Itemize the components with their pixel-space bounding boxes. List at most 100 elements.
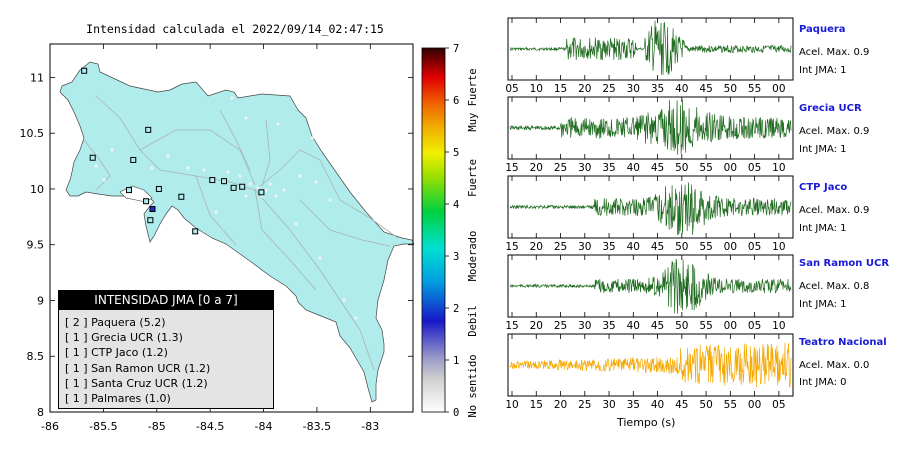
colorbar-tick-label: 1 bbox=[453, 355, 459, 367]
waveform-panel: 05 10 15 20 25 30 35 40 45 50 55 00 bbox=[505, 17, 794, 95]
legend-item: [ 1 ] Santa Cruz UCR (1.2) bbox=[65, 376, 208, 390]
time-tick-label: 15 bbox=[554, 83, 567, 95]
time-tick-label: 50 bbox=[724, 83, 737, 95]
time-tick-label: 05 bbox=[505, 83, 518, 95]
waveform-panel: 10 15 20 25 30 35 40 45 50 55 00 05 bbox=[505, 333, 794, 411]
time-tick-label: 05 bbox=[772, 399, 785, 411]
road-network bbox=[83, 95, 399, 371]
city-dot bbox=[328, 198, 332, 202]
legend-item: [ 1 ] San Ramon UCR (1.2) bbox=[65, 361, 211, 375]
time-tick-label: 25 bbox=[554, 320, 567, 332]
colorbar-tick-label: 4 bbox=[453, 199, 459, 211]
colorbar-tick-label: 2 bbox=[453, 303, 459, 315]
legend-item: [ 1 ] Palmares (1.0) bbox=[65, 392, 171, 406]
colorbar-label: Muy Fuerte bbox=[467, 68, 479, 131]
y-tick-label: 11 bbox=[30, 71, 44, 84]
road-line bbox=[299, 199, 391, 247]
map-border bbox=[49, 43, 414, 413]
city-dot bbox=[202, 168, 206, 172]
time-tick-label: 20 bbox=[578, 83, 591, 95]
station-name: CTP Jaco bbox=[799, 182, 848, 193]
time-tick-label: 55 bbox=[699, 162, 712, 174]
station-int: Int JMA: 1 bbox=[799, 299, 847, 310]
time-tick-label: 00 bbox=[748, 399, 761, 411]
time-tick-label: 25 bbox=[578, 399, 591, 411]
y-tick-label: 10.5 bbox=[20, 127, 45, 140]
waveform-trace bbox=[509, 99, 792, 155]
colorbar-label: Debil bbox=[467, 305, 479, 337]
time-tick-label: 50 bbox=[675, 241, 688, 253]
intensity-legend: INTENSIDAD JMA [0 a 7] [ 2 ] Paquera (5.… bbox=[58, 290, 274, 409]
station-acel: Acel. Max. 0.0 bbox=[799, 360, 870, 371]
city-dot bbox=[256, 186, 260, 190]
station-marker bbox=[209, 177, 216, 184]
station-name: Teatro Nacional bbox=[799, 337, 887, 348]
time-tick-label: 20 bbox=[530, 162, 543, 174]
time-tick-label: 35 bbox=[602, 162, 615, 174]
waveform-panel: 15 20 25 30 35 40 45 50 55 00 05 10 bbox=[505, 254, 794, 332]
time-tick-label: 15 bbox=[530, 399, 543, 411]
time-tick-label: 05 bbox=[748, 241, 761, 253]
road-line bbox=[261, 119, 271, 187]
road-line bbox=[254, 149, 399, 239]
city-dot bbox=[264, 188, 268, 192]
city-dot bbox=[110, 148, 114, 152]
time-tick-label: 25 bbox=[554, 241, 567, 253]
station-marker bbox=[147, 217, 154, 224]
time-tick-label: 40 bbox=[627, 241, 640, 253]
city-dot bbox=[214, 210, 218, 214]
colorbar bbox=[421, 47, 446, 413]
colorbar-label: Moderado bbox=[467, 231, 479, 282]
time-tick-label: 45 bbox=[651, 320, 664, 332]
time-tick-label: 35 bbox=[627, 399, 640, 411]
colorbar-label: No sentido bbox=[467, 354, 479, 417]
city-dot bbox=[244, 116, 248, 120]
city-dot bbox=[244, 194, 248, 198]
time-tick-label: 10 bbox=[772, 162, 785, 174]
station-marker bbox=[221, 178, 228, 185]
city-dot bbox=[248, 182, 252, 186]
road-line bbox=[95, 95, 256, 191]
time-tick-label: 05 bbox=[748, 162, 761, 174]
station-marker bbox=[81, 67, 88, 74]
time-tick-label: 05 bbox=[748, 320, 761, 332]
waveform-panel: 15 20 25 30 35 40 45 50 55 00 05 10 bbox=[505, 96, 794, 174]
time-tick-label: 45 bbox=[651, 162, 664, 174]
city-dot bbox=[354, 316, 358, 320]
road-line bbox=[254, 189, 375, 371]
time-tick-label: 40 bbox=[675, 83, 688, 95]
time-tick-label: 10 bbox=[772, 320, 785, 332]
station-int: Int JMA: 1 bbox=[799, 223, 847, 234]
time-tick-label: 55 bbox=[724, 399, 737, 411]
city-dot bbox=[226, 170, 230, 174]
time-tick-label: 10 bbox=[505, 399, 518, 411]
time-tick-label: 00 bbox=[724, 241, 737, 253]
waveform-trace bbox=[509, 20, 792, 75]
costa-rica-land bbox=[59, 61, 415, 403]
city-dot bbox=[102, 178, 106, 182]
waveform-frame bbox=[507, 254, 794, 318]
colorbar-ticks: 0 1 2 3 4 5 6 7 bbox=[445, 43, 459, 419]
time-tick-label: 30 bbox=[627, 83, 640, 95]
city-dot bbox=[298, 174, 302, 178]
road-line bbox=[139, 129, 256, 186]
city-dot bbox=[310, 136, 314, 140]
y-tick-label: 8.5 bbox=[27, 350, 45, 363]
station-int: Int JMA: 1 bbox=[799, 144, 847, 155]
station-marker bbox=[143, 198, 150, 205]
x-tick-label: -84 bbox=[255, 420, 273, 433]
time-tick-label: 40 bbox=[651, 399, 664, 411]
time-tick-label: 50 bbox=[675, 162, 688, 174]
station-marker bbox=[239, 183, 246, 190]
time-tick-label: 30 bbox=[602, 399, 615, 411]
legend-item: [ 1 ] CTP Jaco (1.2) bbox=[65, 346, 168, 360]
city-dot bbox=[150, 166, 154, 170]
time-tick-label: 55 bbox=[699, 241, 712, 253]
station-acel: Acel. Max. 0.9 bbox=[799, 47, 870, 58]
city-dot bbox=[238, 174, 242, 178]
city-dot bbox=[166, 154, 170, 158]
x-tick-label: -83 bbox=[361, 420, 379, 433]
colorbar-tick-label: 6 bbox=[453, 95, 459, 107]
waveform-trace bbox=[509, 182, 792, 236]
station-marker bbox=[149, 206, 156, 213]
